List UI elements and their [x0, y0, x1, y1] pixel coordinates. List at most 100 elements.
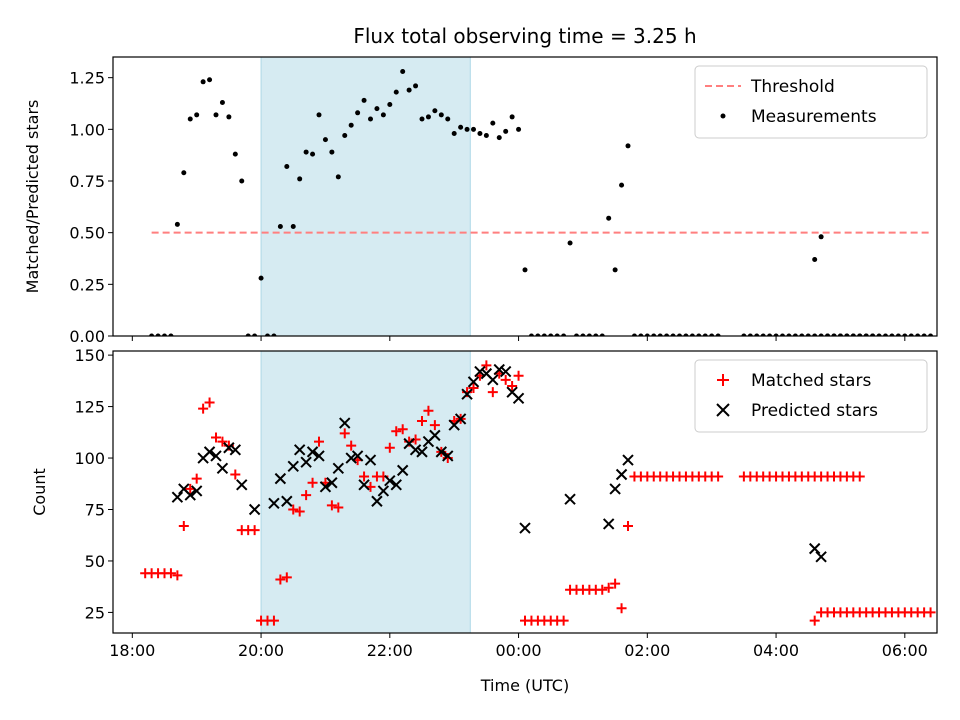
predicted-point — [564, 493, 576, 505]
matched-point — [275, 574, 286, 585]
measurement-point — [657, 333, 663, 336]
legend-label: Matched stars — [751, 371, 871, 391]
y-tick-label: 0.25 — [69, 275, 105, 294]
predicted-point — [319, 481, 332, 493]
matched-point — [249, 525, 260, 536]
x-tick-label: 22:00 — [367, 641, 413, 660]
predicted-point — [236, 479, 248, 491]
predicted-point — [808, 542, 821, 555]
matched-point — [507, 380, 518, 391]
measurement-point — [837, 333, 843, 336]
measurement-point — [496, 135, 502, 141]
measurement-point — [670, 333, 676, 336]
measurement-point — [812, 333, 818, 336]
series-predicted-stars — [171, 363, 827, 563]
measurement-point — [831, 333, 837, 336]
series-matched-stars — [140, 360, 936, 626]
measurement-point — [303, 149, 309, 155]
matched-point — [610, 578, 621, 589]
legend-box — [694, 359, 928, 433]
predicted-point — [364, 454, 377, 466]
measurement-point — [754, 333, 760, 336]
predicted-point — [313, 450, 325, 462]
predicted-point — [371, 495, 383, 507]
legend-predicted-swatch — [716, 403, 730, 417]
measurement-point — [702, 333, 708, 336]
y-tick-label: 0.75 — [69, 172, 105, 191]
measurement-point — [335, 174, 341, 180]
measurement-point — [258, 275, 264, 281]
measurement-point — [393, 89, 399, 95]
predicted-point — [519, 522, 531, 534]
matched-point — [288, 504, 299, 515]
predicted-point — [435, 446, 448, 458]
measurement-point — [464, 126, 470, 132]
predicted-point — [461, 388, 473, 400]
measurement-point — [895, 333, 901, 336]
matched-point — [423, 405, 434, 416]
measurement-point — [387, 102, 393, 108]
measurement-point — [780, 333, 785, 336]
y-tick-label: 0.00 — [69, 327, 105, 346]
matched-point — [623, 520, 633, 531]
y-tick-label: 50 — [85, 552, 105, 571]
matched-point — [391, 426, 402, 437]
predicted-point — [248, 503, 261, 516]
measurement-point — [870, 333, 876, 336]
measurement-point — [683, 333, 689, 336]
measurement-point — [921, 333, 927, 336]
legend: Threshold Measurements — [694, 65, 928, 139]
predicted-point — [499, 365, 512, 378]
measurement-point — [767, 333, 773, 336]
measurement-point — [413, 83, 419, 89]
matched-point — [314, 436, 324, 447]
x-tick-label: 06:00 — [882, 641, 928, 660]
predicted-point — [203, 446, 216, 458]
matched-point — [854, 471, 865, 482]
measurement-point — [200, 79, 206, 85]
measurement-point — [818, 333, 824, 336]
measurement-point — [213, 112, 219, 118]
measurement-point — [155, 333, 161, 336]
measurement-point — [322, 137, 328, 143]
measurement-point — [503, 128, 509, 134]
legend-label: Measurements — [751, 107, 877, 127]
y-tick-label: 0.50 — [69, 224, 105, 243]
matched-point — [597, 584, 608, 595]
predicted-point — [602, 518, 615, 530]
predicted-point — [306, 446, 319, 458]
measurement-point — [355, 110, 361, 116]
plot-area — [149, 68, 934, 336]
measurement-point — [277, 223, 283, 229]
predicted-point — [384, 474, 396, 487]
matched-point — [346, 440, 357, 451]
measurement-point — [271, 333, 277, 336]
matched-point — [500, 374, 511, 385]
measurement-point — [522, 267, 528, 273]
matched-point — [513, 370, 524, 381]
predicted-point — [300, 456, 312, 468]
predicted-point — [223, 442, 235, 454]
legend: Matched stars Predicted stars — [694, 359, 928, 433]
measurement-point — [490, 120, 496, 126]
measurement-point — [284, 164, 290, 170]
predicted-point — [332, 462, 345, 475]
measurement-point — [380, 112, 386, 118]
matched-point — [713, 471, 724, 482]
measurement-point — [741, 333, 747, 336]
measurement-point — [477, 130, 483, 136]
predicted-point — [454, 413, 467, 425]
measurement-point — [483, 133, 489, 139]
x-tick-label: 18:00 — [109, 641, 155, 660]
matched-point — [230, 469, 241, 480]
matched-point — [429, 420, 440, 431]
measurement-point — [586, 333, 592, 336]
measurement-point — [187, 116, 193, 122]
predicted-point — [409, 444, 422, 456]
measurement-point — [825, 333, 831, 336]
measurement-point — [516, 126, 522, 132]
predicted-point — [390, 479, 402, 491]
measurement-point — [883, 333, 888, 336]
measurement-point — [747, 333, 753, 336]
predicted-point — [377, 485, 390, 497]
